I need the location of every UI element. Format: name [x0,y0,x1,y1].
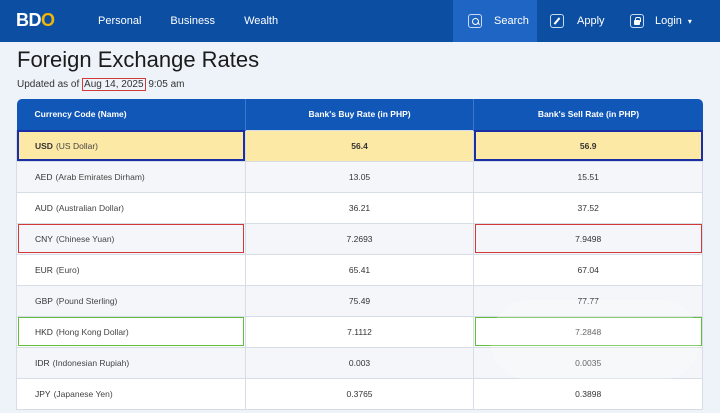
page-title: Foreign Exchange Rates [17,47,260,72]
buy-rate-cell: 36.21 [244,191,475,224]
apply-label: Apply [577,15,605,27]
sell-rate-cell: 0.3898 [473,377,703,410]
search-button[interactable]: Search [453,0,537,42]
currency-cell: IDR (Indonesian Rupiah) [16,346,246,379]
buy-rate-cell: 13.05 [244,160,475,193]
currency-cell: JPY (Japanese Yen) [16,377,246,410]
watermark-overlay [490,300,700,380]
updated-timestamp: Updated as of Aug 14, 2025 9:05 am [17,78,185,91]
updated-time: 9:05 am [148,79,185,90]
bdo-logo[interactable]: BDO [16,10,55,30]
sell-rate-cell: 37.52 [473,191,703,224]
currency-cell: GBP (Pound Sterling) [16,284,246,317]
table-row: USD (US Dollar) 56.4 56.9 [16,129,703,162]
updated-prefix: Updated as of [17,79,80,90]
buy-rate-cell: 0.3765 [244,377,475,410]
exchange-rates-table: Currency Code (Name) Bank's Buy Rate (in… [16,99,703,410]
search-label: Search [494,15,529,27]
buy-rate-cell: 56.4 [244,129,475,162]
sell-rate-cell: 7.9498 [473,222,703,255]
chevron-down-icon: ▾ [687,16,692,26]
currency-cell: CNY (Chinese Yuan) [16,222,246,255]
table-header-row: Currency Code (Name) Bank's Buy Rate (in… [16,99,703,130]
table-row: GBP (Pound Sterling) 75.49 77.77 [16,284,703,317]
currency-cell: HKD (Hong Kong Dollar) [16,315,246,348]
table-row: EUR (Euro) 65.41 67.04 [16,253,703,286]
table-row: HKD (Hong Kong Dollar) 7.1112 7.2848 [16,315,703,348]
top-navigation-bar: BDO Personal Business Wealth Search Appl… [0,0,720,42]
currency-cell: EUR (Euro) [16,253,246,286]
search-icon [468,14,482,28]
apply-button[interactable]: Apply [550,0,605,42]
currency-cell: AED (Arab Emirates Dirham) [16,160,246,193]
nav-business[interactable]: Business [170,15,216,27]
currency-cell: AUD (Australian Dollar) [16,191,246,224]
buy-rate-cell: 7.2693 [244,222,475,255]
buy-rate-cell: 65.41 [244,253,475,286]
sell-rate-cell: 67.04 [473,253,703,286]
nav-personal[interactable]: Personal [98,15,142,27]
table-row: JPY (Japanese Yen) 0.3765 0.3898 [16,377,703,410]
buy-rate-cell: 75.49 [244,284,475,317]
lock-icon [630,14,644,28]
column-header-sell-rate: Bank's Sell Rate (in PHP) [473,99,703,130]
buy-rate-cell: 7.1112 [244,315,475,348]
login-label: Login [655,15,682,27]
sell-rate-cell: 15.51 [473,160,703,193]
login-button[interactable]: Login ▾ [630,0,692,42]
table-row: CNY (Chinese Yuan) 7.2693 7.9498 [16,222,703,255]
main-nav: Personal Business Wealth [98,0,307,42]
table-row: AED (Arab Emirates Dirham) 13.05 15.51 [16,160,703,193]
column-header-buy-rate: Bank's Buy Rate (in PHP) [245,99,475,130]
buy-rate-cell: 0.003 [244,346,475,379]
currency-cell: USD (US Dollar) [16,129,246,162]
column-header-currency: Currency Code (Name) [16,99,246,130]
sell-rate-cell: 7.2848 [473,315,703,348]
table-row: AUD (Australian Dollar) 36.21 37.52 [16,191,703,224]
updated-date: Aug 14, 2025 [82,78,146,91]
nav-wealth[interactable]: Wealth [244,15,279,27]
sell-rate-cell: 56.9 [473,129,703,162]
edit-icon [550,14,564,28]
table-row: IDR (Indonesian Rupiah) 0.003 0.0035 [16,346,703,379]
sell-rate-cell: 77.77 [473,284,703,317]
